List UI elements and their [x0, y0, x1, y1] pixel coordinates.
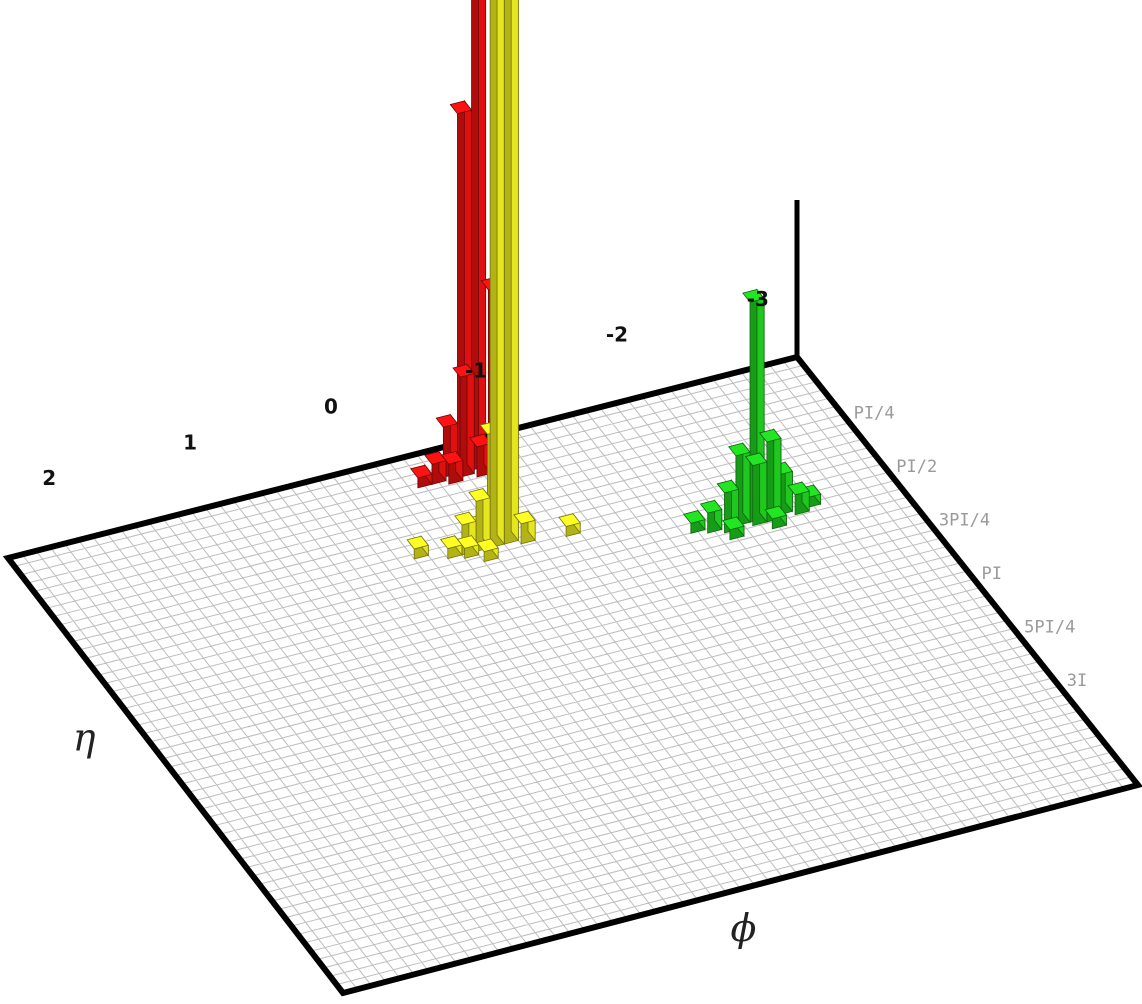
lego-tower — [489, 0, 505, 549]
eta-axis-label: η — [73, 716, 96, 760]
tower-side-face — [496, 0, 505, 546]
eta-tick-label: -1 — [465, 359, 487, 383]
tower-top-face — [406, 535, 429, 550]
tower-top-face — [435, 414, 459, 428]
tower-top-face — [449, 100, 473, 115]
tower-top-face — [682, 510, 706, 524]
tower-top-face — [558, 513, 581, 527]
tower-top-face — [728, 442, 751, 457]
lego-tower — [699, 499, 723, 534]
eta-tick-label: -3 — [747, 287, 769, 311]
lego-tower — [503, 0, 519, 545]
tower-side-face — [478, 0, 487, 468]
phi-tick-label: 3I — [1067, 671, 1087, 691]
lego-tower — [558, 512, 581, 538]
lego-tower — [682, 509, 706, 534]
tower-top-face — [758, 428, 782, 443]
tower-top-face — [454, 511, 477, 526]
tower-top-face — [716, 479, 740, 494]
phi-tick-label: PI/2 — [896, 457, 937, 477]
lego-tower — [424, 450, 447, 485]
lego-tower — [476, 537, 499, 563]
lego-tower — [722, 515, 745, 541]
tower-top-face — [513, 510, 536, 525]
tower-top-face — [468, 488, 491, 502]
tower-side-face — [773, 428, 782, 520]
plane-grid — [7, 356, 1139, 994]
tower-top-face — [452, 363, 475, 378]
tower-top-face — [410, 464, 433, 479]
tower-top-face — [476, 538, 499, 553]
plane-border — [2, 200, 1142, 997]
tower-top-face — [722, 516, 745, 531]
phi-tick-label: 3PI/4 — [939, 511, 990, 531]
phi-tick-label: PI — [982, 564, 1002, 584]
eta-tick-label: 1 — [183, 430, 197, 454]
lego-tower — [440, 450, 464, 485]
lego-tower — [787, 480, 810, 516]
tower-top-face — [764, 505, 788, 520]
tower-top-face — [440, 450, 464, 465]
tower-top-face — [787, 481, 810, 496]
tower-top-face — [742, 289, 765, 303]
towers — [406, 0, 822, 563]
eta-tick-label: -2 — [606, 323, 628, 347]
tower-side-face — [742, 441, 751, 524]
lego-tower — [744, 451, 768, 527]
lego-tower — [764, 504, 788, 530]
tower-top-face — [744, 452, 768, 467]
tower-top-face — [699, 499, 723, 514]
phi-tick-label: PI/4 — [854, 404, 895, 424]
eta-tick-label: 0 — [324, 394, 338, 418]
lego-tower — [406, 535, 429, 560]
axis-labels: 2 1 0 -1 -2 -3 PI/4 PI/2 3PI/4 PI 5PI/4 … — [42, 287, 1087, 950]
lego-tower — [452, 363, 475, 478]
eta-tick-label: 2 — [42, 466, 56, 490]
lego-tower — [410, 464, 433, 489]
lego-tower — [513, 510, 536, 545]
lego-tower — [439, 534, 463, 560]
lego-tower — [728, 441, 751, 527]
plane-edge — [2, 353, 1142, 997]
tower-side-face — [510, 0, 519, 542]
phi-tick-label: 5PI/4 — [1024, 618, 1075, 638]
phi-axis-label: ϕ — [731, 906, 757, 950]
